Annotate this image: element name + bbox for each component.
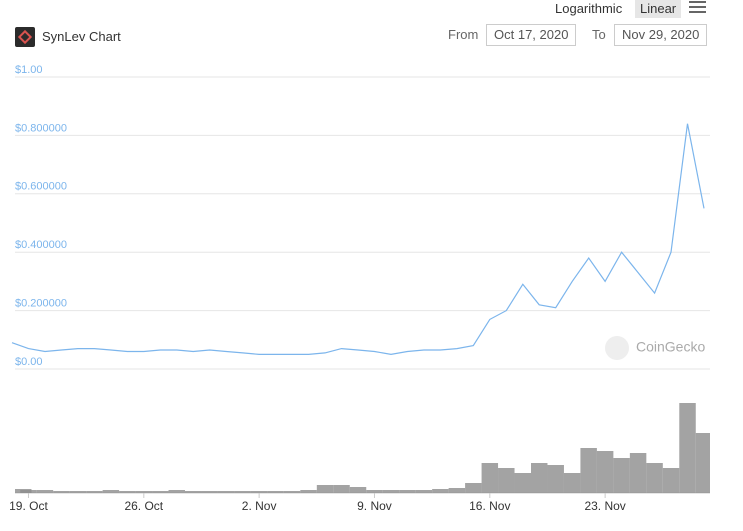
x-tick-label: 23. Nov <box>584 499 625 513</box>
volume-bar <box>185 491 202 493</box>
volume-bar <box>20 490 37 493</box>
volume-bar <box>267 491 284 493</box>
x-tick-label: 16. Nov <box>469 499 510 513</box>
y-tick-label: $0.200000 <box>15 298 67 310</box>
volume-bar <box>300 490 317 493</box>
menu-icon[interactable] <box>689 0 707 14</box>
price-line <box>11 123 705 356</box>
to-label: To <box>592 27 606 42</box>
volume-bar <box>679 403 696 493</box>
volume-bar <box>349 487 367 493</box>
volume-bar <box>531 463 548 493</box>
volume-bar <box>382 490 400 493</box>
x-tick-label: 19. Oct <box>9 499 48 513</box>
x-tick-label: 2. Nov <box>242 499 277 513</box>
volume-bar <box>283 491 301 493</box>
volume-bar <box>448 488 466 493</box>
y-tick-label: $0.400000 <box>15 239 67 251</box>
chart-title: SynLev Chart <box>42 29 121 44</box>
volume-bar <box>119 491 136 493</box>
from-label: From <box>448 27 479 42</box>
y-tick-label: $1.00 <box>15 64 43 76</box>
volume-bar <box>613 458 630 493</box>
volume-bar <box>53 491 70 493</box>
volume-bar <box>201 491 218 493</box>
volume-bar <box>629 453 647 493</box>
volume-bar <box>135 491 153 493</box>
volume-bar <box>168 490 185 493</box>
volume-bar <box>547 465 564 493</box>
volume-bar <box>646 463 663 493</box>
volume-bar <box>316 485 334 493</box>
volume-bar <box>465 483 482 493</box>
volume-bar <box>36 490 54 493</box>
volume-bar <box>86 491 103 493</box>
volume-bar <box>234 491 251 493</box>
x-tick-label: 9. Nov <box>357 499 392 513</box>
volume-bar <box>481 463 499 493</box>
volume-bar <box>399 490 416 493</box>
to-date[interactable]: Nov 29, 2020 <box>614 24 708 46</box>
y-tick-label: $0.00 <box>15 356 43 368</box>
volume-bar <box>432 489 449 493</box>
volume-bar <box>217 491 235 493</box>
volume-bar <box>580 448 597 493</box>
volume-bar <box>695 433 710 493</box>
volume-bar <box>333 485 350 493</box>
y-tick-label: $0.600000 <box>15 181 67 193</box>
volume-bar <box>415 490 433 493</box>
volume-bar <box>514 473 531 493</box>
scale-button[interactable]: Linear <box>635 0 682 18</box>
y-tick-label: $0.800000 <box>15 122 67 134</box>
volume-bar <box>102 490 120 493</box>
volume-bar <box>69 491 87 493</box>
volume-bar <box>662 468 680 493</box>
volume-bar <box>366 490 383 493</box>
x-tick-label: 26. Oct <box>124 499 163 513</box>
volume-bar <box>152 491 169 493</box>
from-date[interactable]: Oct 17, 2020 <box>486 24 577 46</box>
volume-bar <box>563 473 581 493</box>
volume-bar <box>250 491 268 493</box>
scale-button[interactable]: Logarithmic <box>555 1 623 16</box>
volume-bar <box>498 468 515 493</box>
watermark-logo <box>605 336 629 360</box>
coin-icon <box>15 27 35 47</box>
volume-bar <box>596 451 614 493</box>
watermark: CoinGecko <box>636 339 705 355</box>
